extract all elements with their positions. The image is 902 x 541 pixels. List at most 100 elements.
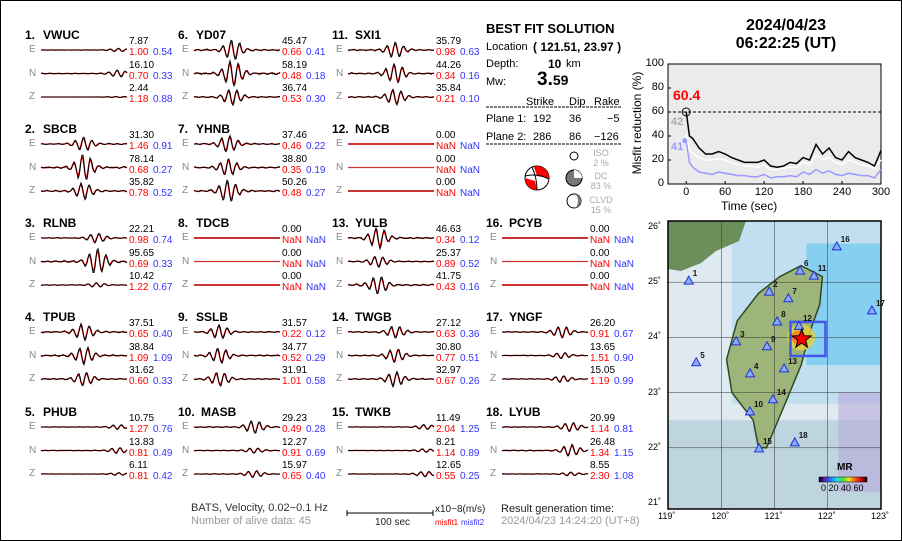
station-name: TDCB [196,216,230,230]
observed-waveform [348,255,435,268]
peak-amplitude: 31.30 [129,130,155,141]
peak-amplitude: 11.49 [436,413,461,424]
iso-label: ISO [593,148,609,158]
observed-waveform [348,448,435,453]
lat-tick-label: 22˚ [648,441,662,452]
misfit1-value: 0.70 [129,70,149,82]
peak-amplitude: 10.42 [129,271,155,282]
misfit2-value: 0.40 [306,471,326,482]
observed-waveform [348,424,435,430]
peak-amplitude: 30.80 [436,341,462,353]
misfit2-value: 0.25 [460,471,480,482]
station-map-label: 1 [692,269,698,279]
station-map-label: 2 [773,280,778,290]
observed-waveform [347,41,435,59]
misfit1-value: NaN [436,164,457,176]
component-label: Z [336,91,343,102]
y-tick-label: 100 [645,57,664,69]
peak-amplitude: 44.26 [436,59,462,71]
component-label: Z [490,468,497,479]
misfit-series-mid [685,133,882,171]
observed-waveform [502,375,589,384]
peak-amplitude: 6.11 [129,460,148,471]
clvd-text: CLVD 15 % [586,195,616,215]
station-number: 13. [332,216,349,230]
map-frame [667,220,882,510]
station-triangle-icon [778,362,790,373]
station-number: 9. [178,310,189,324]
depth-unit: km [566,58,581,70]
blue-misfit-label: 41 [671,141,684,153]
lon-tick-label: 123˚ [871,511,890,521]
peak-amplitude: 36.74 [282,83,308,94]
misfit1-value: 0.77 [436,352,456,364]
y-tick-label: 80 [651,81,664,93]
peak-amplitude: 22.21 [129,224,155,235]
clvd-label: CLVD [589,195,613,205]
component-label: Z [182,468,189,479]
misfit1-value: 0.65 [129,329,149,340]
misfit2-value: NaN [614,235,635,246]
x-tick-label: 120 [754,186,774,198]
observed-waveform [40,424,128,430]
component-label: Z [336,185,343,196]
footer-alive: Number of alive data: 45 [191,515,311,527]
misfit2-value: 0.19 [306,164,326,176]
station-map-label: 17 [875,298,885,308]
misfit2-value: NaN [614,258,635,270]
misfit2-value: 0.33 [153,376,173,387]
station-name: SXI1 [355,28,382,42]
peak-amplitude: 0.00 [436,177,456,188]
component-label: N [29,161,37,173]
misfit1-value: 1.01 [282,376,302,387]
station-number: 1. [25,28,36,42]
peak-amplitude: 58.19 [282,59,308,71]
component-label: Z [29,185,36,196]
beachball-plane [531,166,538,191]
misfit2-value: 0.52 [460,258,480,270]
misfit2-value: 0.69 [306,447,326,459]
observed-waveform [41,95,128,99]
misfit1-value: 1.14 [436,447,456,459]
misfit1-value: 0.91 [282,447,302,459]
observed-waveform [193,158,281,176]
component-label: Z [182,279,189,290]
station-map-label: 4 [754,361,759,371]
dc-text: DC 83 % [586,171,616,191]
station-number: 12. [332,122,349,136]
misfit1-value: 0.81 [129,471,149,482]
misfit2-value: 0.40 [153,329,173,340]
station-map-label: 6 [804,259,809,269]
event-time: 06:22:25 (UT) [735,35,837,52]
component-label: E [182,44,189,55]
station-triangle-icon [744,405,756,416]
station-number: 10. [178,405,195,419]
station-number: 11. [332,28,349,42]
misfit1-value: 1.51 [590,352,610,364]
misfit2-value: NaN [460,188,481,199]
misfit1-value: 0.46 [282,141,302,152]
peak-amplitude: 29.23 [282,413,308,424]
station-triangle-icon [808,270,820,280]
misfit2-value: 0.42 [153,471,173,482]
station-name: YULB [355,216,388,230]
station-name: YHNB [196,122,231,136]
peak-amplitude: 20.99 [590,413,616,424]
plane1-strike: 192 [533,113,552,125]
plane2-label: Plane 2: [486,131,527,143]
station-number: 14. [332,310,349,324]
observed-waveform [40,247,128,274]
station-map-label: 8 [781,309,786,319]
observed-waveform [501,471,589,477]
solution-title: BEST FIT SOLUTION [486,21,615,36]
observed-waveform [193,419,281,434]
dc-label: DC [594,171,608,181]
misfit2-value: 0.28 [306,424,326,435]
peak-amplitude: 45.47 [282,36,308,47]
station-name: NACB [355,122,390,136]
station-name: PCYB [509,216,543,230]
observed-waveform [193,469,281,479]
misfit-plot-area [667,63,882,185]
misfit1-value: 1.14 [590,424,610,435]
misfit1-value: 1.00 [129,47,149,58]
